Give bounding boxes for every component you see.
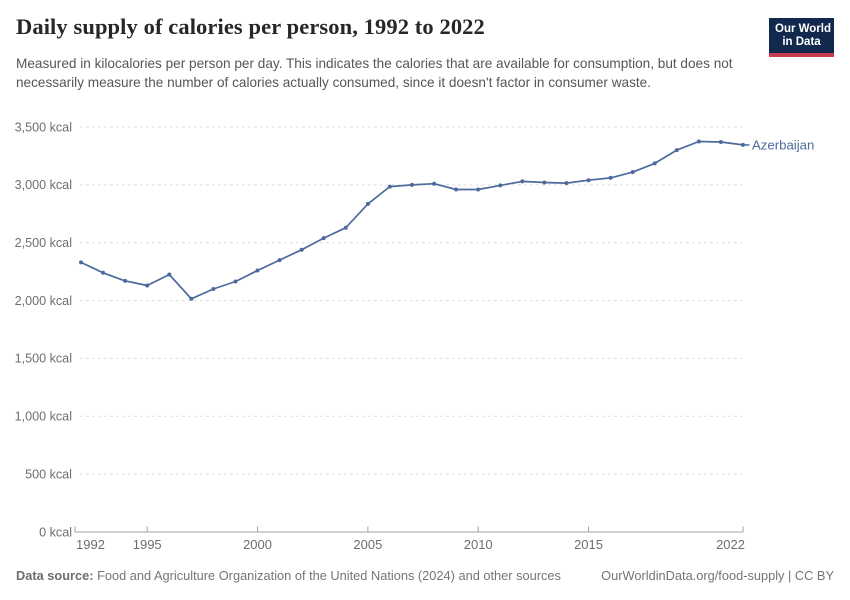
data-point[interactable] xyxy=(123,278,128,283)
data-point[interactable] xyxy=(299,247,304,252)
data-point[interactable] xyxy=(564,181,569,186)
data-line[interactable] xyxy=(80,140,744,300)
y-tick-label: 2,500 kcal xyxy=(15,236,72,250)
data-point[interactable] xyxy=(189,296,194,301)
data-point[interactable] xyxy=(696,139,701,144)
data-point[interactable] xyxy=(387,184,392,189)
y-tick-label: 2,000 kcal xyxy=(15,294,72,308)
credit-link[interactable]: OurWorldinData.org/food-supply | CC BY xyxy=(601,568,834,583)
data-point[interactable] xyxy=(498,183,503,188)
y-tick-label: 3,000 kcal xyxy=(15,178,72,192)
data-source-text: Food and Agriculture Organization of the… xyxy=(93,568,561,583)
data-point[interactable] xyxy=(167,272,172,277)
y-tick-label: 0 kcal xyxy=(39,525,72,539)
x-tick-label: 2010 xyxy=(464,537,493,552)
chart-subtitle: Measured in kilocalories per person per … xyxy=(16,56,733,91)
owid-logo: Our World in Data xyxy=(769,18,834,57)
y-tick-label: 1,000 kcal xyxy=(15,410,72,424)
data-point[interactable] xyxy=(365,201,370,206)
entity-label[interactable]: Azerbaijan xyxy=(752,137,814,152)
data-point[interactable] xyxy=(630,170,635,175)
x-tick-label: 2000 xyxy=(243,537,272,552)
data-point[interactable] xyxy=(608,175,613,180)
x-tick-label: 1995 xyxy=(133,537,162,552)
data-point[interactable] xyxy=(542,180,547,185)
data-point[interactable] xyxy=(652,161,657,166)
data-point[interactable] xyxy=(343,225,348,230)
data-point[interactable] xyxy=(432,181,437,186)
y-tick-label: 500 kcal xyxy=(25,467,72,481)
data-point[interactable] xyxy=(410,182,414,187)
data-point[interactable] xyxy=(476,187,481,192)
data-point[interactable] xyxy=(233,279,238,284)
data-point[interactable] xyxy=(255,268,260,273)
x-tick-label: 1992 xyxy=(76,537,105,552)
y-tick-label: 1,500 kcal xyxy=(15,352,72,366)
x-tick-label: 2015 xyxy=(574,537,603,552)
data-point[interactable] xyxy=(145,283,150,288)
x-tick-label: 2022 xyxy=(716,537,745,552)
owid-logo-line1: Our World xyxy=(775,23,832,35)
data-point[interactable] xyxy=(520,179,525,184)
data-point[interactable] xyxy=(101,270,106,275)
data-source: Data source: Food and Agriculture Organi… xyxy=(16,568,561,583)
data-point[interactable] xyxy=(718,140,723,144)
chart-title: Daily supply of calories per person, 199… xyxy=(16,14,485,39)
data-point[interactable] xyxy=(674,148,679,153)
owid-logo-line2: in Data xyxy=(782,36,821,48)
data-point[interactable] xyxy=(321,236,326,241)
data-point[interactable] xyxy=(741,142,745,147)
chart-footer: Data source: Food and Agriculture Organi… xyxy=(16,568,834,583)
y-tick-label: 3,500 kcal xyxy=(15,120,72,134)
data-point[interactable] xyxy=(454,187,459,192)
data-point[interactable] xyxy=(277,258,282,263)
data-source-label: Data source: xyxy=(16,568,94,583)
chart-header: Daily supply of calories per person, 199… xyxy=(16,14,834,93)
data-point[interactable] xyxy=(211,287,216,291)
x-tick-label: 2005 xyxy=(353,537,382,552)
data-point[interactable] xyxy=(586,178,591,183)
data-point[interactable] xyxy=(79,260,83,265)
